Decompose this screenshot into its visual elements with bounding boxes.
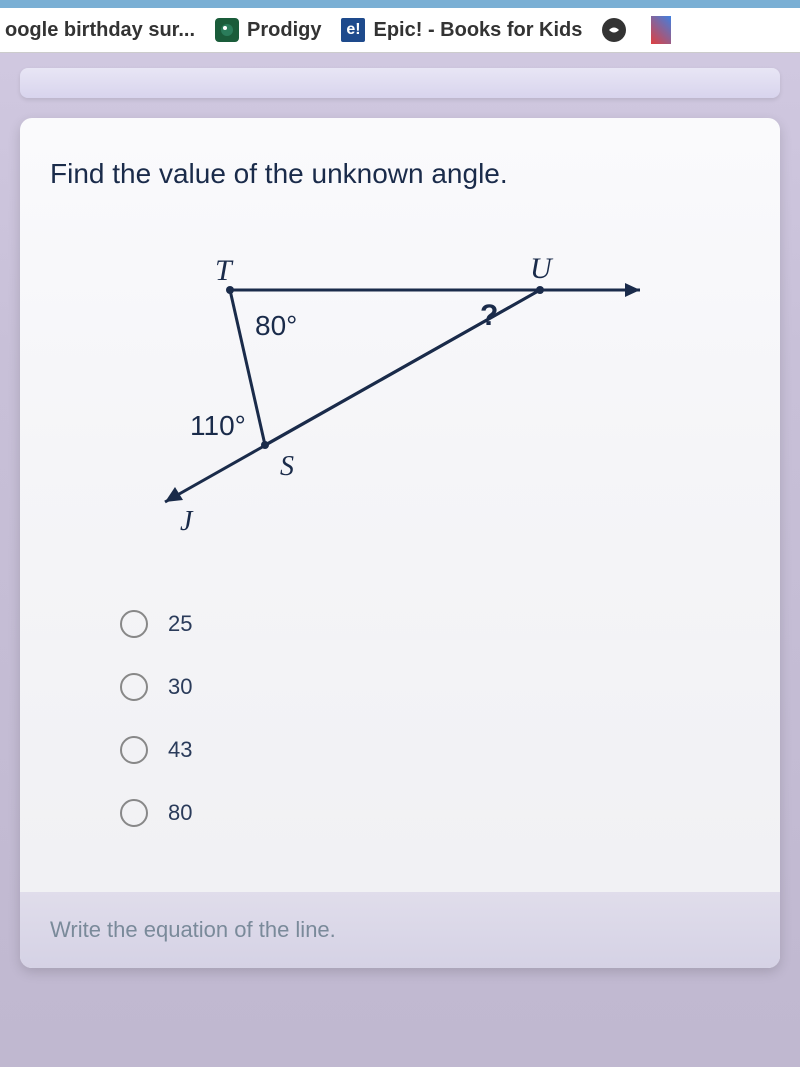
option-label: 25 xyxy=(168,611,192,637)
option-label: 30 xyxy=(168,674,192,700)
globe-icon xyxy=(602,18,626,42)
top-accent-bar xyxy=(0,0,800,8)
bookmark-item-globe[interactable] xyxy=(602,18,626,42)
partial-icon xyxy=(651,16,671,44)
bookmark-item-epic[interactable]: e! Epic! - Books for Kids xyxy=(341,18,582,42)
prodigy-icon xyxy=(215,18,239,42)
svg-text:T: T xyxy=(215,254,234,287)
question-text: Find the value of the unknown angle. xyxy=(50,158,750,190)
svg-text:110°: 110° xyxy=(190,410,246,441)
option-label: 80 xyxy=(168,800,192,826)
svg-text:J: J xyxy=(180,506,194,537)
bookmark-label: Prodigy xyxy=(247,19,321,42)
radio-icon xyxy=(120,736,148,764)
top-divider xyxy=(20,68,780,98)
bookmark-item-partial[interactable] xyxy=(651,16,671,44)
radio-icon xyxy=(120,610,148,638)
next-question-section: Write the equation of the line. xyxy=(20,892,780,968)
bookmark-label: oogle birthday sur... xyxy=(5,19,195,42)
option-label: 43 xyxy=(168,737,192,763)
option-43[interactable]: 43 xyxy=(120,736,750,764)
answer-options: 25 30 43 80 xyxy=(120,610,750,827)
bookmark-label: Epic! - Books for Kids xyxy=(373,19,582,42)
option-25[interactable]: 25 xyxy=(120,610,750,638)
svg-text:S: S xyxy=(280,451,294,482)
quiz-card: Find the value of the unknown angle. xyxy=(20,118,780,968)
option-80[interactable]: 80 xyxy=(120,799,750,827)
svg-text:?: ? xyxy=(480,299,498,332)
epic-icon: e! xyxy=(341,18,365,42)
radio-icon xyxy=(120,799,148,827)
bookmark-item-birthday[interactable]: oogle birthday sur... xyxy=(5,19,195,42)
triangle-diagram: T U S J 80° ? 110° xyxy=(110,250,660,550)
radio-icon xyxy=(120,673,148,701)
bookmark-item-prodigy[interactable]: Prodigy xyxy=(215,18,321,42)
option-30[interactable]: 30 xyxy=(120,673,750,701)
next-question-text: Write the equation of the line. xyxy=(50,917,750,943)
svg-text:80°: 80° xyxy=(255,310,297,341)
svg-text:U: U xyxy=(530,252,554,285)
content-area: Find the value of the unknown angle. xyxy=(0,53,800,1067)
bookmarks-bar: oogle birthday sur... Prodigy e! Epic! -… xyxy=(0,8,800,53)
